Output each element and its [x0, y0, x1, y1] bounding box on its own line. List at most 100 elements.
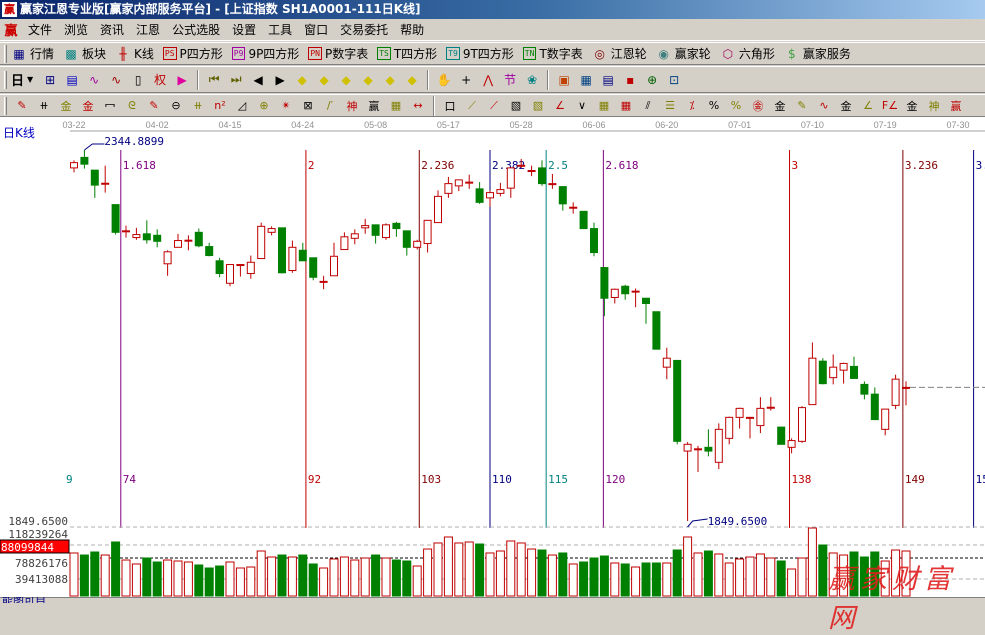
gold-fan-icon[interactable]: 金 [82, 99, 94, 113]
toolbar-button-8[interactable]: TN T数字表 [522, 45, 583, 62]
gold-bar-icon[interactable]: 金 [774, 99, 786, 113]
line-draw-icon[interactable]: ⋀ [483, 72, 494, 87]
menu-item-2[interactable]: 资讯 [100, 23, 125, 37]
grid2-icon[interactable]: ▦ [620, 99, 632, 112]
arrow-right-icon[interactable]: ▶ [275, 72, 285, 87]
percent-line-icon[interactable]: ⁒ [689, 99, 695, 112]
toolbar-button-0[interactable]: ▦ 行情 [11, 45, 54, 62]
fan2-icon[interactable]: ⟋ [490, 98, 498, 112]
angle-line-icon[interactable]: ∠ [555, 99, 565, 112]
scale-icon[interactable]: ☰ [665, 99, 675, 112]
gold-angle-icon[interactable]: 金 [906, 99, 918, 113]
n2-icon[interactable]: n² [214, 99, 226, 112]
ruler-icon[interactable]: ✎ [149, 99, 159, 112]
parallel-lines-icon[interactable]: ⧺ [39, 99, 49, 112]
box-icon[interactable]: 口 [444, 99, 456, 113]
toolbar-button-6[interactable]: TS T四方形 [377, 45, 437, 62]
toolbar-grip[interactable] [4, 44, 7, 63]
pen-icon[interactable]: ✎ [17, 99, 27, 112]
toolbar-button-3[interactable]: PS P四方形 [162, 45, 223, 62]
toolbar-button-10[interactable]: ◉ 赢家轮 [656, 45, 711, 62]
expand-v-icon[interactable]: ◆ [407, 72, 417, 87]
menu-item-4[interactable]: 公式选股 [172, 23, 221, 37]
first-page-icon[interactable]: ⏮ [208, 72, 220, 86]
menu-logo-icon[interactable]: 赢 [4, 24, 18, 39]
notes-icon[interactable]: ▤ [66, 72, 78, 87]
network-icon[interactable]: ⊕ [647, 72, 658, 87]
cut-icon[interactable]: 节 [504, 73, 517, 87]
flag-icon[interactable]: ▶ [177, 72, 187, 87]
angle-icon[interactable]: /′ [326, 99, 334, 112]
zigzag-icon[interactable]: ∨ [577, 99, 587, 112]
calendar-icon[interactable]: ▣ [558, 72, 570, 87]
ying-angle-icon[interactable]: 赢 [950, 99, 962, 113]
menu-item-1[interactable]: 浏览 [64, 23, 89, 37]
grid-lines-icon[interactable]: ⧺ [193, 99, 203, 112]
zoom-right-icon[interactable]: ◆ [319, 72, 329, 87]
fibo-icon[interactable]: 冖 [104, 99, 116, 113]
toolbar-grip[interactable] [4, 70, 7, 89]
save-icon[interactable]: ▪ [626, 72, 635, 87]
star-icon[interactable]: ✴ [281, 99, 291, 112]
toolbar-button-2[interactable]: ╫ K线 [115, 45, 154, 62]
menu-item-6[interactable]: 工具 [268, 23, 293, 37]
pen2-icon[interactable]: ✎ [797, 99, 807, 112]
period-select[interactable]: 日 ▼ [11, 70, 33, 89]
toolbar-button-11[interactable]: ⬡ 六角形 [720, 45, 775, 62]
angle2-icon[interactable]: ∠ [863, 99, 873, 112]
toolbar-button-4[interactable]: P9 9P四方形 [231, 45, 299, 62]
wave9-icon[interactable]: ∿ [111, 72, 122, 87]
speed-lines-icon[interactable]: ⫽ [645, 98, 651, 112]
shrink-h-icon[interactable]: ◆ [363, 72, 373, 87]
spiral-icon[interactable]: ᘓ [128, 98, 136, 112]
width-icon[interactable]: ↔ [413, 99, 423, 112]
toolbar-button-1[interactable]: ▩ 板块 [63, 45, 106, 62]
zoom-left-icon[interactable]: ◆ [297, 72, 307, 87]
chart-type-icon[interactable]: ⊞ [45, 72, 56, 87]
circle-icon[interactable]: ⊖ [171, 99, 181, 112]
cycle-icon[interactable]: ▦ [390, 99, 402, 112]
triangle-icon[interactable]: ◿ [237, 99, 247, 112]
menu-item-3[interactable]: 江恩 [136, 23, 161, 37]
web-icon[interactable]: ⊠ [303, 99, 313, 112]
wave3-icon[interactable]: ∿ [89, 72, 100, 87]
wave-icon[interactable]: ∿ [819, 99, 829, 112]
last-page-icon[interactable]: ⏭ [230, 72, 242, 86]
target-icon[interactable]: ⊕ [259, 99, 269, 112]
box-fan2-icon[interactable]: ▧ [532, 99, 544, 112]
crosshair-icon[interactable]: + [461, 72, 472, 87]
toolbar-button-7[interactable]: T9 9T四方形 [446, 45, 514, 62]
menu-item-5[interactable]: 设置 [232, 23, 257, 37]
shen-angle-icon[interactable]: 神 [928, 99, 940, 113]
toolbar-button-12[interactable]: $ 赢家服务 [784, 45, 851, 62]
expand-all-icon[interactable]: ◆ [385, 72, 395, 87]
toolbar-button-5[interactable]: PN P数字表 [308, 45, 368, 62]
kline-chart[interactable]: 03-22 04-02 04-15 04-24 05-08 05-17 05-28 06-06… [0, 117, 985, 634]
grid-icon[interactable]: ▦ [598, 99, 610, 112]
toolbar-grip[interactable] [4, 96, 7, 115]
rights-icon[interactable]: 权 [154, 73, 167, 87]
gold-line-icon[interactable]: 金 [60, 99, 72, 113]
arrow-left-icon[interactable]: ◀ [253, 72, 263, 87]
fan-icon[interactable]: ⟋ [468, 98, 476, 112]
hand-icon[interactable]: ✋ [436, 72, 452, 87]
box-fan-icon[interactable]: ▧ [510, 99, 522, 112]
menu-item-8[interactable]: 交易委托 [340, 23, 389, 37]
bar-style-icon[interactable]: ▯ [134, 72, 142, 87]
f-angle-icon[interactable]: F∠ [881, 99, 899, 112]
kline-chart-svg[interactable]: 03-22 04-02 04-15 04-24 05-08 05-17 05-28 06-06… [0, 117, 985, 603]
calculator-icon[interactable]: ▦ [580, 72, 592, 87]
toolbar-button-9[interactable]: ◎ 江恩轮 [592, 45, 647, 62]
trade-icon[interactable]: ⊡ [669, 72, 680, 87]
ying-icon[interactable]: 赢 [368, 99, 380, 113]
brain-icon[interactable]: ❀ [527, 72, 538, 87]
gold-circle-icon[interactable]: ㊎ [752, 99, 764, 113]
menu-item-0[interactable]: 文件 [28, 23, 53, 37]
percent-icon[interactable]: % [708, 99, 720, 112]
menu-item-7[interactable]: 窗口 [304, 23, 329, 37]
document-icon[interactable]: ▤ [602, 72, 614, 87]
gold2-icon[interactable]: 金 [840, 99, 852, 113]
expand-h-icon[interactable]: ◆ [341, 72, 351, 87]
menu-item-9[interactable]: 帮助 [400, 23, 425, 37]
percent-fan-icon[interactable]: % [730, 99, 742, 112]
